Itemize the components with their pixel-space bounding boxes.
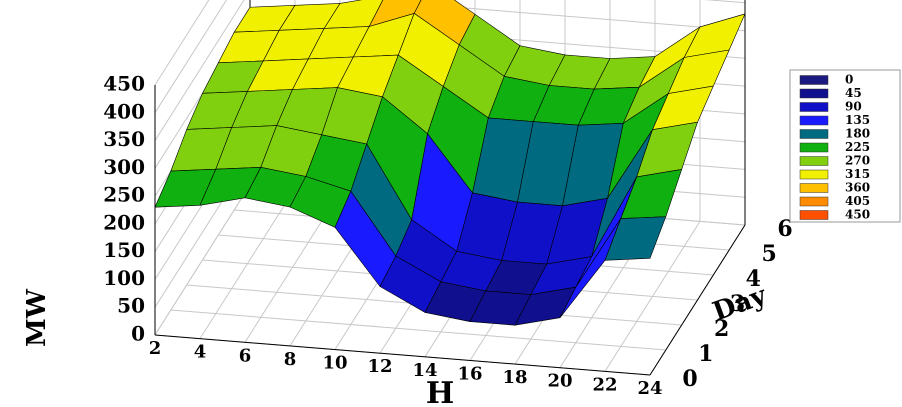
z-tick-label: 150 bbox=[103, 238, 145, 262]
legend-swatch bbox=[799, 88, 829, 99]
legend-label: 45 bbox=[845, 86, 862, 100]
legend-swatch bbox=[799, 210, 829, 220]
legend-label: 90 bbox=[845, 100, 862, 114]
x-tick-label: 14 bbox=[412, 360, 437, 381]
legend-label: 405 bbox=[845, 194, 870, 208]
legend-label: 135 bbox=[845, 113, 870, 127]
z-tick-label: 450 bbox=[103, 72, 145, 96]
legend-swatch bbox=[799, 142, 829, 153]
z-axis-title: MW bbox=[22, 288, 52, 347]
legend-swatch bbox=[799, 169, 829, 180]
x-tick-label: 24 bbox=[637, 378, 662, 399]
grid-line bbox=[154, 0, 210, 86]
z-tick-label: 250 bbox=[103, 183, 145, 207]
x-tick-label: 2 bbox=[149, 338, 162, 359]
legend-swatch bbox=[799, 75, 829, 85]
x-tick-label: 20 bbox=[547, 371, 572, 392]
x-tick-label: 18 bbox=[502, 367, 527, 388]
x-tick-label: 12 bbox=[367, 356, 392, 377]
y-tick-label: 4 bbox=[746, 266, 761, 292]
x-tick-label: 16 bbox=[457, 363, 482, 384]
y-tick-label: 0 bbox=[682, 366, 697, 392]
legend-label: 225 bbox=[845, 140, 870, 154]
x-tick-label: 6 bbox=[239, 345, 252, 366]
z-tick-label: 0 bbox=[131, 322, 145, 346]
x-tick-label: 22 bbox=[592, 374, 617, 395]
y-tick-label: 3 bbox=[730, 291, 745, 317]
grid-line bbox=[170, 309, 666, 351]
legend-label: 315 bbox=[845, 167, 870, 181]
axis-line bbox=[649, 224, 746, 376]
legend-swatch bbox=[799, 115, 829, 126]
y-tick-label: 2 bbox=[714, 316, 729, 342]
x-tick-label: 10 bbox=[322, 353, 347, 374]
axis-line bbox=[154, 334, 651, 376]
z-tick-label: 100 bbox=[103, 266, 145, 290]
z-tick-label: 200 bbox=[103, 210, 145, 234]
surface-cell bbox=[604, 216, 667, 261]
y-tick-label: 5 bbox=[762, 241, 777, 267]
y-tick-label: 6 bbox=[777, 216, 792, 242]
legend-swatch bbox=[799, 102, 829, 112]
z-tick-label: 400 bbox=[103, 99, 145, 123]
y-tick-label: 1 bbox=[698, 341, 713, 367]
legend-label: 270 bbox=[845, 154, 870, 168]
legend-swatch bbox=[799, 156, 829, 166]
x-tick-label: 8 bbox=[284, 349, 297, 370]
z-tick-label: 50 bbox=[117, 294, 145, 318]
legend-swatch bbox=[799, 183, 829, 193]
legend-swatch bbox=[799, 196, 829, 207]
grid-line bbox=[154, 0, 746, 141]
legend-label: 360 bbox=[845, 181, 870, 195]
z-tick-label: 300 bbox=[103, 155, 145, 179]
legend-label: 450 bbox=[845, 208, 870, 222]
legend-label: 180 bbox=[845, 127, 870, 141]
x-tick-label: 4 bbox=[194, 342, 207, 363]
x-axis-title: H bbox=[426, 376, 454, 407]
legend-label: 0 bbox=[845, 73, 853, 87]
grid-line bbox=[154, 0, 746, 114]
legend-swatch bbox=[799, 129, 829, 139]
z-tick-label: 350 bbox=[103, 127, 145, 151]
